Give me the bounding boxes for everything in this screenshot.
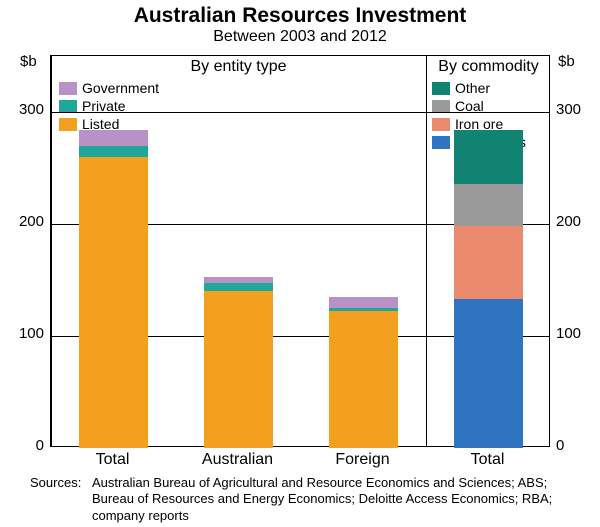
legend-swatch (432, 100, 450, 113)
category-label: Australian (175, 451, 300, 469)
bar-segment (329, 308, 398, 311)
legend-swatch (59, 100, 77, 113)
bar-segment (454, 299, 523, 448)
ytick-label-right: 100 (556, 325, 581, 342)
bar-segment (454, 130, 523, 184)
legend-swatch (432, 136, 450, 149)
bar-segment (454, 184, 523, 227)
ytick-label-left: 0 (0, 437, 44, 454)
ytick-label-right: 200 (556, 213, 581, 230)
ytick-label-left: 200 (0, 213, 44, 230)
ytick-label-right: 0 (556, 437, 564, 454)
bar-segment (329, 297, 398, 308)
y-axis-label-right: $b (558, 53, 575, 70)
sources-prefix: Sources: (30, 475, 92, 491)
bar-segment (204, 277, 273, 284)
chart-title: Australian Resources Investment (0, 4, 600, 28)
ytick-label-right: 300 (556, 101, 581, 118)
bar-segment (79, 130, 148, 146)
bar-segment (204, 291, 273, 448)
bar-segment (329, 311, 398, 448)
bar-segment (79, 146, 148, 157)
legend-swatch (59, 118, 77, 131)
category-label: Foreign (300, 451, 425, 469)
gridline (51, 112, 549, 113)
legend-label: Government (82, 80, 159, 96)
y-axis-label-left: $b (20, 53, 37, 70)
sources-line: Sources:Australian Bureau of Agricultura… (30, 475, 580, 524)
legend-swatch (59, 82, 77, 95)
panel-header-commodity: By commodity (426, 58, 551, 76)
category-label: Total (50, 451, 175, 469)
ytick-label-left: 100 (0, 325, 44, 342)
bar-segment (454, 226, 523, 299)
ytick-label-left: 300 (0, 101, 44, 118)
figure-root: Australian Resources Investment Between … (0, 0, 600, 527)
category-label: Total (425, 451, 550, 469)
chart-subtitle: Between 2003 and 2012 (0, 28, 600, 46)
legend-label: Other (455, 80, 490, 96)
panel-divider (426, 56, 427, 446)
legend-swatch (432, 118, 450, 131)
bar-segment (204, 283, 273, 291)
sources-text: Australian Bureau of Agricultural and Re… (92, 475, 576, 524)
legend-swatch (432, 82, 450, 95)
panel-header-entity-type: By entity type (51, 58, 426, 76)
legend-entity-type: GovernmentPrivateListed (59, 80, 159, 134)
legend-item: Other (432, 80, 526, 96)
legend-item: Government (59, 80, 159, 96)
bar-segment (79, 157, 148, 448)
plot-area: By entity type By commodity GovernmentPr… (50, 55, 550, 447)
